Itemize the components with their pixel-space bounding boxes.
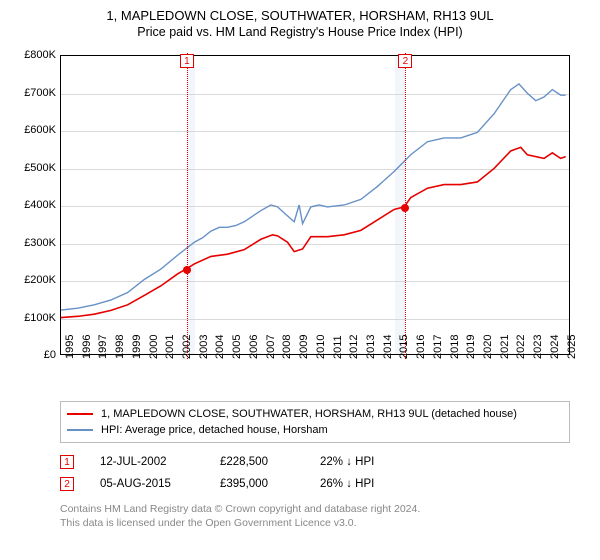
- transaction-price: £395,000: [220, 478, 320, 490]
- x-axis-label: 2001: [164, 335, 176, 359]
- y-axis-label: £200K: [24, 274, 56, 286]
- y-axis-label: £600K: [24, 124, 56, 136]
- footer-line-2: This data is licensed under the Open Gov…: [60, 517, 588, 531]
- transactions-table: 1 12-JUL-2002£228,50022% ↓ HPI 2 05-AUG-201…: [60, 451, 588, 495]
- marker-dot: [183, 266, 191, 274]
- x-axis-label: 2009: [298, 335, 310, 359]
- transaction-marker: 2: [60, 477, 74, 491]
- x-axis-label: 2005: [231, 335, 243, 359]
- y-axis-label: £700K: [24, 87, 56, 99]
- x-axis-label: 2024: [549, 335, 561, 359]
- series-hpi: [61, 84, 566, 310]
- x-axis-label: 1996: [81, 335, 93, 359]
- plot-area: 12: [60, 55, 570, 355]
- legend-item: 1, MAPLEDOWN CLOSE, SOUTHWATER, HORSHAM,…: [67, 406, 563, 422]
- x-axis-label: 2013: [365, 335, 377, 359]
- transaction-row: 1 12-JUL-2002£228,50022% ↓ HPI: [60, 451, 588, 473]
- legend-label: 1, MAPLEDOWN CLOSE, SOUTHWATER, HORSHAM,…: [101, 408, 517, 420]
- y-axis-label: £500K: [24, 162, 56, 174]
- x-axis-label: 2015: [398, 335, 410, 359]
- x-axis-label: 2000: [148, 335, 160, 359]
- legend-label: HPI: Average price, detached house, Hors…: [101, 424, 328, 436]
- legend-swatch: [67, 413, 93, 415]
- transaction-date: 12-JUL-2002: [100, 456, 220, 468]
- x-axis-label: 1998: [114, 335, 126, 359]
- marker-number-box: 2: [398, 54, 412, 68]
- x-axis-label: 2019: [465, 335, 477, 359]
- transaction-price: £228,500: [220, 456, 320, 468]
- x-axis-label: 1995: [64, 335, 76, 359]
- y-axis-label: £300K: [24, 237, 56, 249]
- x-axis-label: 1999: [131, 335, 143, 359]
- x-axis-label: 2018: [449, 335, 461, 359]
- chart-legend: 1, MAPLEDOWN CLOSE, SOUTHWATER, HORSHAM,…: [60, 401, 570, 443]
- x-axis-label: 2004: [214, 335, 226, 359]
- x-axis-label: 2014: [382, 335, 394, 359]
- x-axis-label: 2025: [566, 335, 578, 359]
- x-axis-label: 2010: [315, 335, 327, 359]
- x-axis-label: 2011: [332, 335, 344, 359]
- x-axis-label: 2006: [248, 335, 260, 359]
- y-axis-label: £400K: [24, 199, 56, 211]
- transaction-hpi-diff: 26% ↓ HPI: [320, 478, 440, 490]
- x-axis-label: 2016: [415, 335, 427, 359]
- transaction-hpi-diff: 22% ↓ HPI: [320, 456, 440, 468]
- transaction-marker: 1: [60, 455, 74, 469]
- footer-line-1: Contains HM Land Registry data © Crown c…: [60, 503, 588, 517]
- series-property: [61, 147, 566, 317]
- x-axis-label: 2021: [499, 335, 511, 359]
- x-axis-label: 2020: [482, 335, 494, 359]
- price-chart: £0 £100K £200K £300K £400K £500K £600K £700K £80…: [12, 45, 588, 395]
- x-axis-label: 2003: [198, 335, 210, 359]
- chart-lines: [61, 56, 569, 354]
- x-axis-label: 2022: [515, 335, 527, 359]
- data-attribution: Contains HM Land Registry data © Crown c…: [60, 503, 588, 530]
- x-axis-label: 1997: [97, 335, 109, 359]
- x-axis-label: 2017: [432, 335, 444, 359]
- chart-title: 1, MAPLEDOWN CLOSE, SOUTHWATER, HORSHAM,…: [12, 8, 588, 39]
- y-axis-label: £800K: [24, 49, 56, 61]
- transaction-row: 2 05-AUG-2015£395,00026% ↓ HPI: [60, 473, 588, 495]
- x-axis-label: 2007: [265, 335, 277, 359]
- x-axis-label: 2002: [181, 335, 193, 359]
- legend-swatch: [67, 429, 93, 431]
- marker-number-box: 1: [180, 54, 194, 68]
- x-axis-label: 2023: [532, 335, 544, 359]
- title-address: 1, MAPLEDOWN CLOSE, SOUTHWATER, HORSHAM,…: [12, 8, 588, 23]
- marker-dot: [401, 204, 409, 212]
- transaction-date: 05-AUG-2015: [100, 478, 220, 490]
- y-axis-label: £100K: [24, 312, 56, 324]
- y-axis-label: £0: [44, 349, 56, 361]
- marker-line: [187, 53, 188, 359]
- x-axis-label: 2008: [281, 335, 293, 359]
- x-axis-label: 2012: [348, 335, 360, 359]
- legend-item: HPI: Average price, detached house, Hors…: [67, 422, 563, 438]
- title-subtitle: Price paid vs. HM Land Registry's House …: [12, 25, 588, 39]
